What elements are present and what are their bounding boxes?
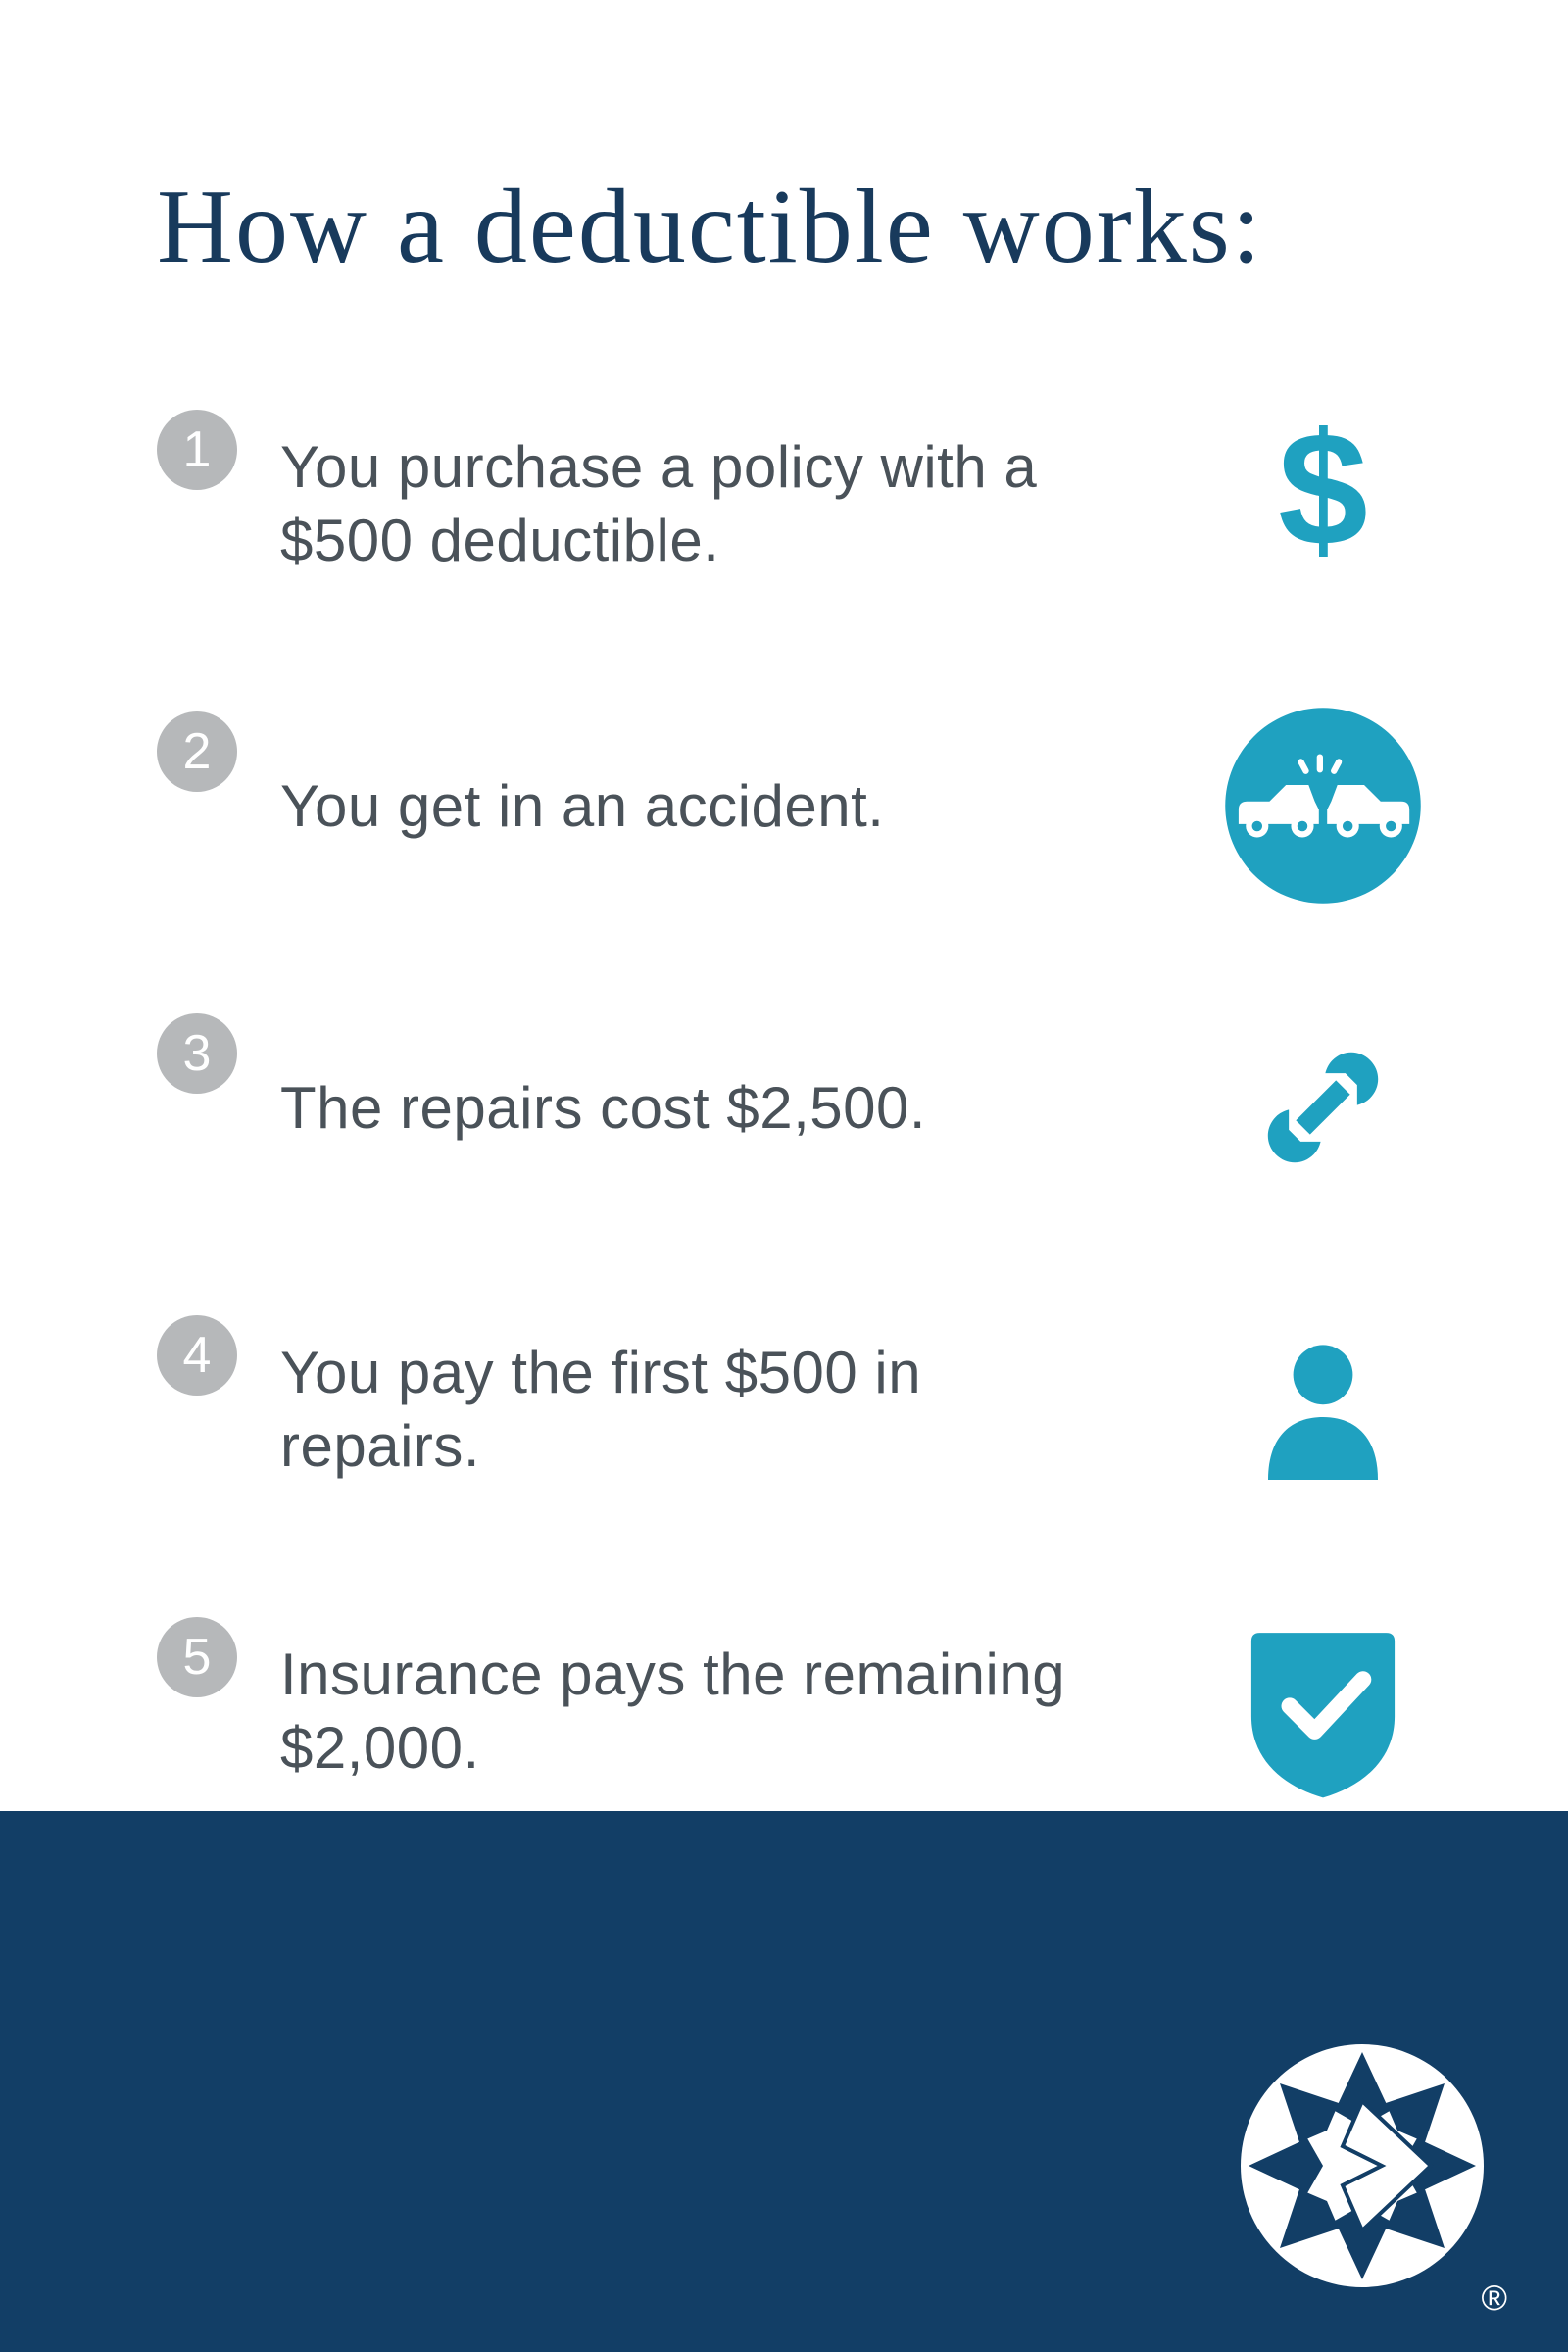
step-row: 1 You purchase a policy with a $500 dedu… — [157, 406, 1431, 602]
step-row: 5 Insurance pays the remaining $2,000. — [157, 1613, 1431, 1809]
step-badge: 2 — [157, 711, 237, 792]
step-badge: 5 — [157, 1617, 237, 1697]
step-badge: 3 — [157, 1013, 237, 1094]
step-text: You purchase a policy with a $500 deduct… — [280, 430, 1172, 577]
step-badge: 1 — [157, 410, 237, 490]
wrench-icon — [1215, 1009, 1431, 1205]
registered-mark: ® — [1481, 2278, 1507, 2319]
shield-check-icon — [1215, 1613, 1431, 1809]
footer-bar: ® — [0, 1811, 1568, 2352]
dollar-icon: $ — [1215, 406, 1431, 602]
step-text: Insurance pays the remaining $2,000. — [280, 1638, 1172, 1785]
steps-list: 1 You purchase a policy with a $500 dedu… — [157, 406, 1431, 1809]
accident-icon — [1215, 708, 1431, 904]
step-row: 4 You pay the first $500 in repairs. — [157, 1311, 1431, 1507]
step-row: 3 The repairs cost $2,500. — [157, 1009, 1431, 1205]
page-title: How a deductible works: — [157, 167, 1431, 288]
person-icon — [1215, 1311, 1431, 1507]
svg-text:$: $ — [1278, 425, 1368, 579]
step-badge: 4 — [157, 1315, 237, 1396]
step-text: The repairs cost $2,500. — [280, 1071, 1172, 1145]
step-text: You get in an accident. — [280, 769, 1172, 843]
brand-logo-icon — [1235, 2038, 1490, 2293]
content-area: How a deductible works: 1 You purchase a… — [0, 0, 1568, 1809]
step-text: You pay the first $500 in repairs. — [280, 1336, 1172, 1483]
step-row: 2 You get in an accident. — [157, 708, 1431, 904]
